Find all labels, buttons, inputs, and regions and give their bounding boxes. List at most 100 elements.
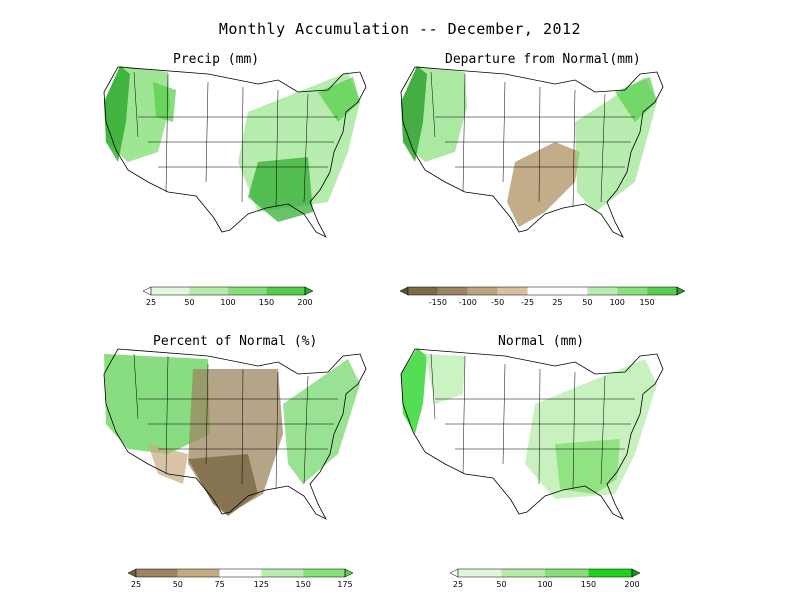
- precip-panel-title: Precip (mm): [173, 52, 260, 67]
- state-lines: [430, 353, 635, 490]
- main-title: Monthly Accumulation -- December, 2012: [218, 20, 582, 38]
- departure-colorbar-segment: [557, 287, 588, 295]
- normal-colorbar-segment: [588, 569, 632, 577]
- departure-colorbar-segment: [467, 287, 498, 295]
- departure-map-svg: [400, 66, 664, 238]
- precip-colorbar-tick-label: 50: [184, 298, 194, 307]
- precip-map: [98, 62, 368, 252]
- departure-colorbar-segment: [437, 287, 468, 295]
- percent-colorbar-tick-label: 175: [337, 580, 352, 589]
- departure-colorbar-segment: [617, 287, 648, 295]
- normal-panel-title: Normal (mm): [498, 334, 585, 349]
- normal-colorbar: 25 50 100 150 200: [449, 567, 650, 589]
- normal-colorbar-outline: [457, 568, 633, 578]
- percent-colorbar-high-arrow: [344, 568, 354, 578]
- percent-colorbar-segment: [303, 569, 345, 577]
- percent-colorbar: 25 50 75 125 150 175: [127, 567, 363, 589]
- departure-fill-coast: [401, 66, 427, 162]
- precip-fill-coast: [104, 66, 130, 162]
- precip-colorbar-high-arrow: [304, 286, 314, 296]
- percent-colorbar-tick-label: 75: [215, 580, 225, 589]
- departure-colorbar-low-arrow: [399, 286, 409, 296]
- percent-colorbar-tick-label: 125: [254, 580, 269, 589]
- departure-colorbar: -150 -100 -50 -25 25 50 100 150: [399, 285, 695, 307]
- precip-colorbar-segment: [228, 287, 267, 295]
- normal-map-svg: [400, 348, 664, 520]
- precip-colorbar-segment: [151, 287, 190, 295]
- us-outline: [400, 66, 664, 238]
- us-outline: [103, 66, 367, 238]
- normal-colorbar-high-arrow: [631, 568, 641, 578]
- precip-colorbar-outline: [150, 286, 306, 296]
- percent-colorbar-segment: [136, 569, 178, 577]
- departure-colorbar-tick-label: -150: [429, 298, 447, 307]
- percent-map: [98, 344, 368, 534]
- percent-colorbar-segment: [219, 569, 262, 577]
- precip-colorbar-tick-label: 200: [297, 298, 312, 307]
- normal-colorbar-low-arrow: [449, 568, 459, 578]
- departure-panel-title: Departure from Normal(mm): [445, 52, 641, 67]
- departure-colorbar-tick-label: -100: [459, 298, 477, 307]
- percent-fill-west: [104, 354, 210, 454]
- departure-colorbar-tick-label: -50: [491, 298, 504, 307]
- departure-colorbar-high-arrow: [676, 286, 686, 296]
- departure-colorbar-tick-label: 150: [639, 298, 654, 307]
- us-outline: [103, 348, 367, 520]
- percent-colorbar-segment: [177, 569, 220, 577]
- departure-fill-northeast: [615, 77, 657, 122]
- departure-colorbar-tick-label: 100: [610, 298, 625, 307]
- percent-fill-texas: [188, 454, 258, 516]
- normal-colorbar-tick-label: 25: [453, 580, 463, 589]
- percent-panel-title: Percent of Normal (%): [153, 334, 318, 349]
- normal-colorbar-svg: 25 50 100 150 200: [449, 568, 641, 589]
- percent-map-svg: [103, 348, 367, 520]
- precip-colorbar-segment: [189, 287, 228, 295]
- precip-colorbar-tick-label: 25: [146, 298, 156, 307]
- departure-colorbar-tick-label: 25: [552, 298, 562, 307]
- percent-colorbar-low-arrow: [127, 568, 137, 578]
- departure-map: [395, 62, 665, 252]
- precip-colorbar: 25 50 100 150 200: [142, 285, 323, 307]
- normal-colorbar-tick-label: 200: [624, 580, 639, 589]
- precip-colorbar-low-arrow: [142, 286, 152, 296]
- us-outline: [400, 348, 664, 520]
- normal-colorbar-segment: [501, 569, 545, 577]
- normal-colorbar-segment: [545, 569, 589, 577]
- state-lines: [430, 71, 635, 208]
- precip-fill-mountain: [153, 82, 176, 122]
- departure-colorbar-segment: [497, 287, 528, 295]
- normal-colorbar-tick-label: 150: [581, 580, 596, 589]
- precip-colorbar-segment: [266, 287, 305, 295]
- departure-colorbar-segment: [647, 287, 677, 295]
- departure-colorbar-tick-label: -25: [521, 298, 534, 307]
- precip-fill-south: [248, 157, 313, 222]
- percent-colorbar-outline: [135, 568, 346, 578]
- percent-colorbar-segment: [261, 569, 304, 577]
- normal-fill-coast: [401, 348, 427, 434]
- departure-colorbar-svg: -150 -100 -50 -25 25 50 100 150: [399, 286, 686, 307]
- percent-fill-southwest: [148, 444, 188, 484]
- precip-map-svg: [103, 66, 367, 238]
- state-lines: [133, 71, 338, 208]
- percent-colorbar-svg: 25 50 75 125 150 175: [127, 568, 354, 589]
- normal-fill-southeast: [555, 439, 620, 494]
- departure-colorbar-outline: [407, 286, 678, 296]
- normal-map: [395, 344, 665, 534]
- precip-colorbar-svg: 25 50 100 150 200: [142, 286, 314, 307]
- precip-colorbar-tick-label: 150: [259, 298, 274, 307]
- percent-colorbar-tick-label: 150: [296, 580, 311, 589]
- percent-colorbar-tick-label: 25: [131, 580, 141, 589]
- departure-colorbar-tick-label: 50: [582, 298, 592, 307]
- departure-colorbar-segment: [587, 287, 618, 295]
- normal-colorbar-segment: [458, 569, 502, 577]
- departure-colorbar-segment: [408, 287, 438, 295]
- percent-colorbar-tick-label: 50: [173, 580, 183, 589]
- state-lines: [133, 353, 338, 490]
- precip-fill-northeast: [318, 77, 360, 122]
- departure-fill-southcentral-dry: [507, 142, 580, 227]
- normal-colorbar-tick-label: 50: [496, 580, 506, 589]
- normal-colorbar-tick-label: 100: [537, 580, 552, 589]
- precip-colorbar-tick-label: 100: [220, 298, 235, 307]
- departure-colorbar-segment: [527, 287, 558, 295]
- normal-fill-west: [425, 354, 465, 404]
